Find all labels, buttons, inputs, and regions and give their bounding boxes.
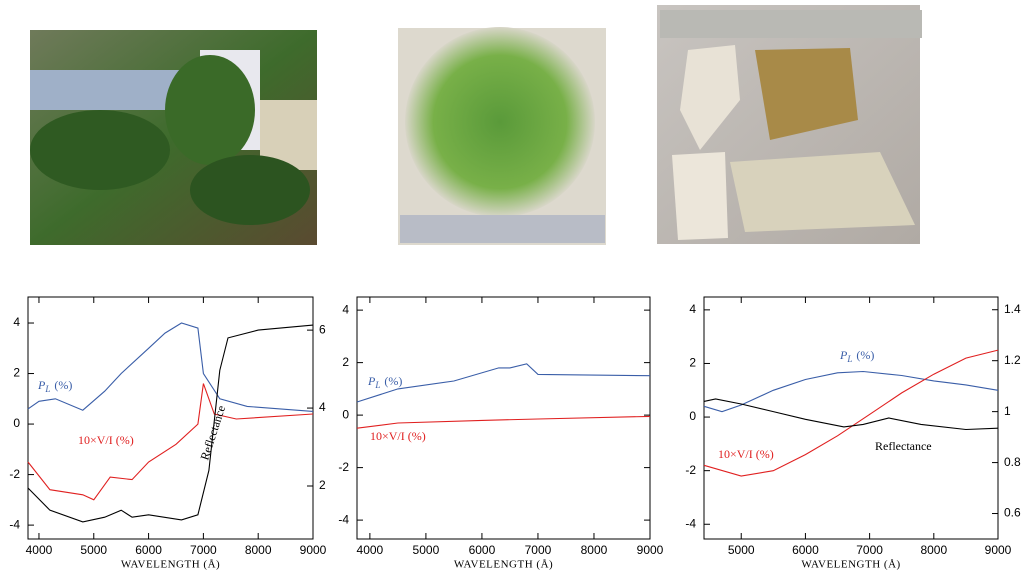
series-subscript: L xyxy=(374,380,380,390)
photo-plant xyxy=(30,30,317,245)
y2-tick-label: 1.4 xyxy=(1004,302,1021,316)
y-tick-label: -2 xyxy=(338,460,349,474)
x-axis-label: WAVELENGTH (Å) xyxy=(801,559,900,571)
series-name: Reflectance xyxy=(197,404,228,462)
y-tick-label: 2 xyxy=(13,366,20,380)
series-line xyxy=(704,399,998,430)
series-label: 10×V/I (%) xyxy=(718,447,774,461)
x-tick-label: 7000 xyxy=(856,543,883,557)
series-line xyxy=(28,384,313,500)
y-tick-label: 4 xyxy=(13,315,20,329)
y2-tick-label: 0.8 xyxy=(1004,455,1021,469)
plot-frame xyxy=(704,297,998,539)
series-label: 10×V/I (%) xyxy=(78,433,134,447)
y-tick-label: 0 xyxy=(689,409,696,423)
series-suffix: (%) xyxy=(856,348,874,362)
y-tick-label: 4 xyxy=(689,302,696,316)
x-tick-label: 6000 xyxy=(135,543,162,557)
series-suffix: (%) xyxy=(54,378,72,392)
series-name: Reflectance xyxy=(875,439,932,453)
series-line xyxy=(28,323,313,411)
series-line xyxy=(357,416,650,428)
x-tick-label: 7000 xyxy=(525,543,552,557)
series-label: PL(%) xyxy=(367,374,402,390)
y2-tick-label: 6 xyxy=(319,322,326,336)
x-tick-label: 8000 xyxy=(920,543,947,557)
x-tick-label: 9000 xyxy=(985,543,1012,557)
plot-frame xyxy=(357,297,650,539)
figure: 4000 5000 6000 7000 8000 9000 -4 -2 0 2 4 2 4 6 WAVELE… xyxy=(0,0,1031,573)
x-tick-label: 9000 xyxy=(300,543,327,557)
y2-tick-label: 1 xyxy=(1004,404,1011,418)
x-tick-label: 9000 xyxy=(637,543,664,557)
plot-frame xyxy=(28,297,313,539)
x-tick-label: 7000 xyxy=(190,543,217,557)
x-tick-label: 6000 xyxy=(469,543,496,557)
x-tick-label: 6000 xyxy=(792,543,819,557)
y2-tick-label: 1.2 xyxy=(1004,353,1021,367)
x-tick-label: 4000 xyxy=(357,543,384,557)
x-tick-label: 8000 xyxy=(245,543,272,557)
y2-tick-label: 0.6 xyxy=(1004,506,1021,520)
y-tick-label: -4 xyxy=(338,512,349,526)
photo-rocks xyxy=(657,5,922,244)
series-label: PL(%) xyxy=(839,348,874,364)
series-label: Reflectance xyxy=(197,404,228,462)
y-tick-label: -4 xyxy=(685,516,696,530)
x-tick-label: 5000 xyxy=(413,543,440,557)
x-tick-label: 4000 xyxy=(26,543,53,557)
series-name: 10×V/I (%) xyxy=(78,433,134,447)
y-tick-label: 4 xyxy=(342,302,349,316)
series-name: 10×V/I (%) xyxy=(370,429,426,443)
y-tick-label: 0 xyxy=(13,416,20,430)
photo-dish xyxy=(398,27,606,245)
x-tick-label: 5000 xyxy=(80,543,107,557)
series-label: Reflectance xyxy=(875,439,932,453)
y-tick-label: 2 xyxy=(689,356,696,370)
y-tick-label: -2 xyxy=(9,467,20,481)
series-subscript: L xyxy=(44,384,50,394)
series-suffix: (%) xyxy=(384,374,402,388)
y-tick-label: -2 xyxy=(685,463,696,477)
x-tick-label: 5000 xyxy=(728,543,755,557)
y-tick-label: -4 xyxy=(9,517,20,531)
x-axis-label: WAVELENGTH (Å) xyxy=(121,559,220,571)
series-label: 10×V/I (%) xyxy=(370,429,426,443)
x-tick-label: 8000 xyxy=(581,543,608,557)
y-tick-label: 0 xyxy=(342,407,349,421)
series-name: 10×V/I (%) xyxy=(718,447,774,461)
series-label: PL(%) xyxy=(37,378,72,394)
y2-tick-label: 4 xyxy=(319,400,326,414)
y2-tick-label: 2 xyxy=(319,478,326,492)
series-subscript: L xyxy=(846,354,852,364)
x-axis-label: WAVELENGTH (Å) xyxy=(454,559,553,571)
y-tick-label: 2 xyxy=(342,355,349,369)
